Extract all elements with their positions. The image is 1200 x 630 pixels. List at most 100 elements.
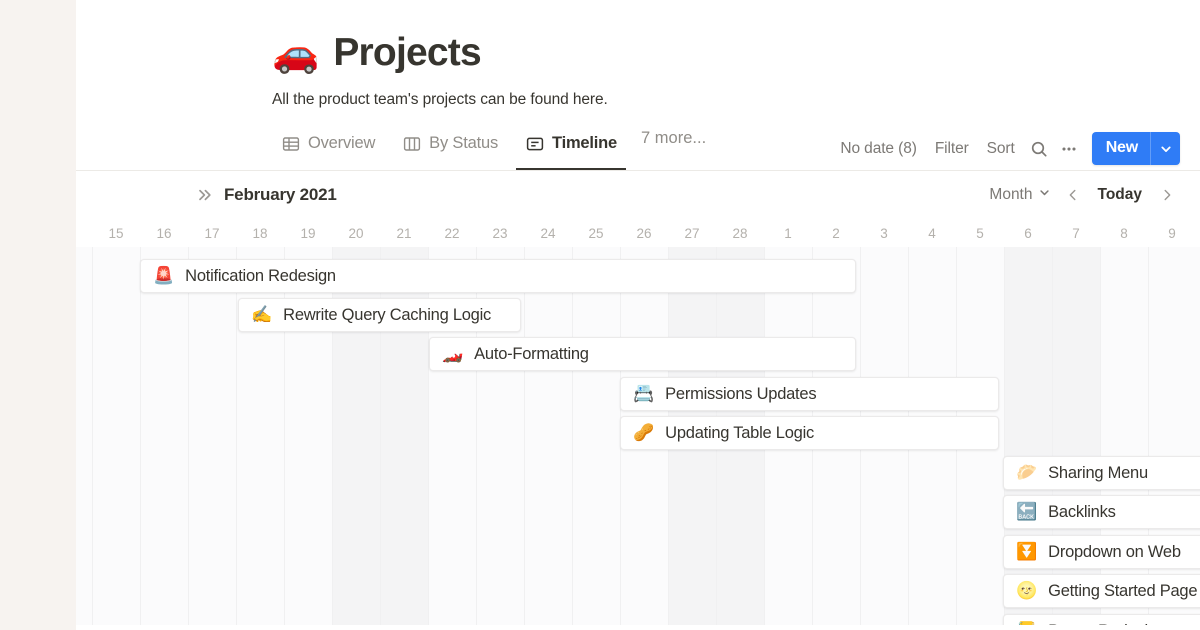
timeline-bar[interactable]: 🔙 Backlinks (1003, 495, 1200, 529)
chevron-down-icon[interactable] (1150, 132, 1180, 165)
tab-timeline-label: Timeline (552, 134, 618, 152)
sort-button[interactable]: Sort (986, 139, 1015, 157)
timeline-day-15: 15 (108, 225, 124, 241)
grid-column-line (92, 247, 93, 625)
timeline-day-19: 19 (300, 225, 316, 241)
timeline-bar[interactable]: 🥜 Updating Table Logic (620, 416, 999, 450)
chevron-right-icon[interactable] (1154, 182, 1180, 208)
timeline-day-9: 9 (1168, 225, 1176, 241)
timeline-day-26: 26 (636, 225, 652, 241)
timeline-day-2: 2 (832, 225, 840, 241)
timeline-bar[interactable]: 🥟 Sharing Menu (1003, 456, 1200, 490)
timeline-zoom-select[interactable]: Month (982, 182, 1057, 208)
timeline-day-20: 20 (348, 225, 364, 241)
tab-overview[interactable]: Overview (272, 129, 384, 170)
view-tabbar: Overview By Status (272, 129, 1180, 170)
timeline-day-24: 24 (540, 225, 556, 241)
timeline-day-18: 18 (252, 225, 268, 241)
timeline-bar[interactable]: 🏎️ Auto-Formatting (429, 337, 856, 371)
grid-column-line (1100, 247, 1101, 625)
timeline-bar-label: Notification Redesign (185, 266, 336, 285)
view-toolbar: No date (8) Filter Sort New (831, 132, 1180, 170)
timeline-bar[interactable]: 🚨 Notification Redesign (140, 259, 856, 293)
police-light-emoji: 🚨 (153, 265, 175, 286)
new-button[interactable]: New (1091, 132, 1180, 165)
search-icon[interactable] (1024, 135, 1054, 163)
main-content: 🚗 Projects All the product team's projec… (76, 0, 1200, 630)
timeline-day-23: 23 (492, 225, 508, 241)
timeline-day-4: 4 (928, 225, 936, 241)
title-row: 🚗 Projects (272, 26, 1200, 80)
timeline-bar-label: Updating Table Logic (665, 423, 814, 442)
timeline-topbar: February 2021 Month (76, 171, 1200, 219)
timeline-day-28: 28 (732, 225, 748, 241)
full-moon-face-emoji: 🌝 (1016, 580, 1038, 601)
today-button[interactable]: Today (1097, 186, 1143, 203)
timeline-bar[interactable]: ✍️ Rewrite Query Caching Logic (238, 298, 521, 332)
timeline-bar-label: Getting Started Page (1048, 581, 1198, 600)
page-description: All the product team's projects can be f… (272, 91, 608, 108)
timeline-day-8: 8 (1120, 225, 1128, 241)
chevron-down-icon (1038, 186, 1051, 204)
timeline-day-3: 3 (880, 225, 888, 241)
grid-column-line (284, 247, 285, 625)
grid-column-line (1052, 247, 1053, 625)
timeline-bar-label: Dropdown on Web (1048, 542, 1181, 561)
timeline-month-label: February 2021 (224, 185, 337, 204)
table-icon (281, 134, 300, 153)
timeline-day-25: 25 (588, 225, 604, 241)
tab-more-button[interactable]: 7 more... (641, 129, 707, 147)
no-date-button[interactable]: No date (8) (840, 139, 917, 157)
timeline-day-21: 21 (396, 225, 412, 241)
grid-column-line (332, 247, 333, 625)
timeline-bar[interactable]: 🌝 Getting Started Page (1003, 574, 1200, 608)
ellipsis-icon[interactable] (1054, 135, 1084, 163)
timeline-day-7: 7 (1072, 225, 1080, 241)
chevron-left-icon[interactable] (1060, 182, 1086, 208)
dumpling-emoji: 🥟 (1016, 462, 1038, 483)
grid-column-line (140, 247, 141, 625)
timeline-bar[interactable]: ⏬ Dropdown on Web (1003, 535, 1200, 569)
filter-button[interactable]: Filter (934, 139, 969, 157)
tab-by-status-label: By Status (429, 134, 498, 152)
timeline-icon (525, 134, 544, 153)
grid-column-line (380, 247, 381, 625)
grid-column-line (1004, 247, 1005, 625)
timeline-bar[interactable]: 📇 Permissions Updates (620, 377, 999, 411)
header-divider (76, 170, 1200, 171)
timeline-day-27: 27 (684, 225, 700, 241)
timeline-day-5: 5 (976, 225, 984, 241)
board-icon (402, 134, 421, 153)
grid-column-line (188, 247, 189, 625)
writing-hand-emoji: ✍️ (251, 304, 273, 325)
timeline-grid[interactable]: 🚨 Notification Redesign ✍️ Rewrite Query Ca… (76, 247, 1200, 625)
back-arrow-emoji: 🔙 (1016, 501, 1038, 522)
double-chevron-right-icon[interactable] (196, 186, 214, 204)
timeline-month: February 2021 (196, 185, 337, 205)
timeline-day-22: 22 (444, 225, 460, 241)
sidebar-strip[interactable] (0, 0, 82, 630)
timeline-bar-label: Permissions Updates (665, 384, 817, 403)
tab-timeline[interactable]: Timeline (516, 129, 627, 170)
grid-column-line (428, 247, 429, 625)
timeline-bar-label: Backlinks (1048, 502, 1116, 521)
timeline-bar-label: Auto-Formatting (474, 344, 589, 363)
timeline-day-6: 6 (1024, 225, 1032, 241)
tab-by-status[interactable]: By Status (393, 129, 507, 170)
double-down-arrow-emoji: ⏬ (1016, 541, 1038, 562)
page-title: Projects (333, 31, 481, 74)
card-index-emoji: 📇 (633, 383, 655, 404)
page-header: 🚗 Projects All the product team's projec… (76, 0, 1200, 109)
grid-column-line (524, 247, 525, 625)
new-button-label: New (1105, 139, 1139, 156)
timeline-view: February 2021 Month (76, 171, 1200, 625)
grid-column-line (1148, 247, 1149, 625)
timeline-day-1: 1 (784, 225, 792, 241)
timeline-day-16: 16 (156, 225, 172, 241)
ledger-emoji: 📒 (1016, 622, 1037, 625)
grid-column-line (236, 247, 237, 625)
grid-column-line (572, 247, 573, 625)
timeline-bar[interactable]: 📒 Pages Redesign (1003, 614, 1200, 625)
peanuts-emoji: 🥜 (633, 422, 655, 443)
